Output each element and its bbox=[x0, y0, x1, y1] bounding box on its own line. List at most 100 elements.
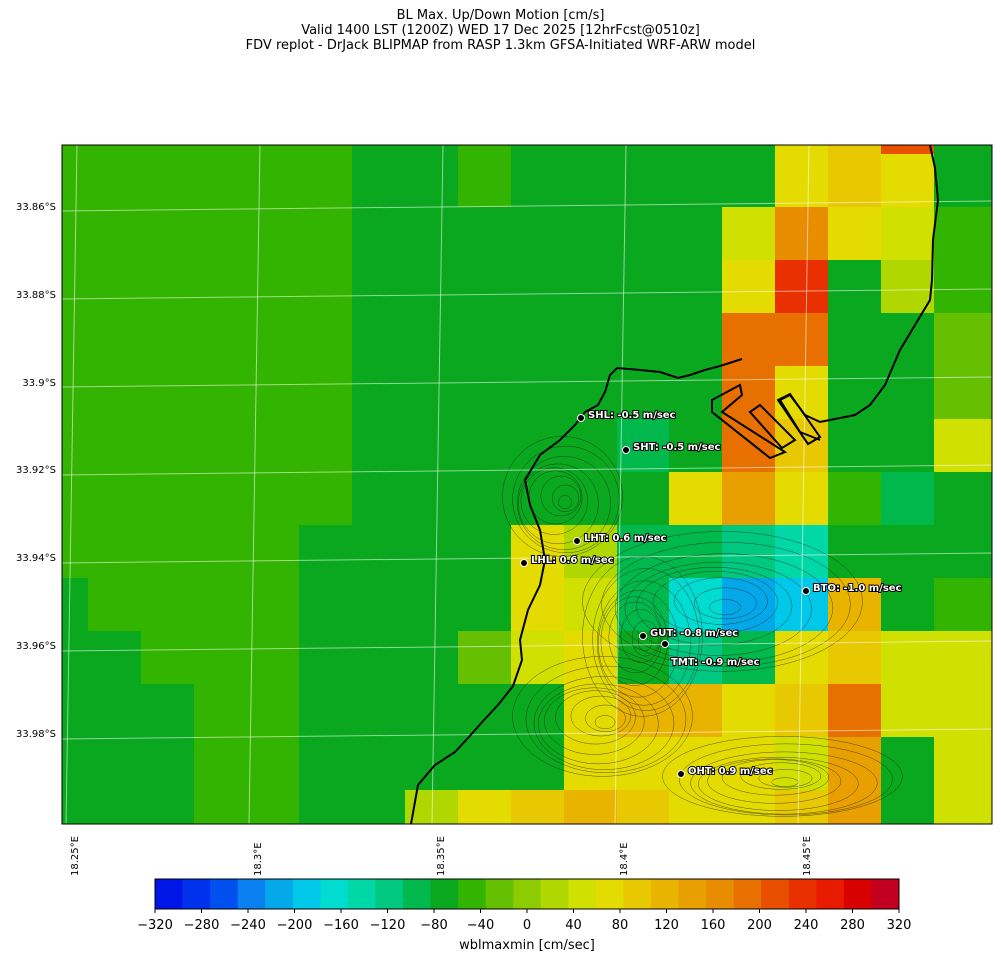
field-cell bbox=[828, 472, 882, 526]
field-cell bbox=[194, 366, 248, 420]
field-cell bbox=[88, 578, 142, 632]
field-cell bbox=[88, 154, 142, 208]
contour-line bbox=[598, 590, 679, 698]
title-line-3: FDV replot - DrJack BLIPMAP from RASP 1.… bbox=[245, 38, 756, 53]
field-cell bbox=[722, 260, 776, 314]
field-cell bbox=[405, 631, 459, 685]
field-cell bbox=[934, 578, 992, 632]
lat-label-6: 33.96°S bbox=[16, 641, 56, 652]
field-cell bbox=[511, 313, 565, 367]
field-cell bbox=[828, 737, 882, 791]
contour-line bbox=[558, 495, 572, 510]
colorbar-cell bbox=[265, 879, 294, 909]
field-cell bbox=[828, 154, 882, 208]
field-cell bbox=[88, 260, 142, 314]
field-cell bbox=[88, 366, 142, 420]
field-cell bbox=[194, 260, 248, 314]
coastline-west bbox=[410, 358, 743, 824]
field-cell bbox=[247, 472, 300, 526]
field-cell bbox=[669, 737, 723, 791]
field-cell bbox=[141, 525, 195, 579]
contour-line bbox=[517, 456, 611, 550]
field-cell bbox=[669, 145, 723, 155]
field-cell bbox=[141, 366, 195, 420]
colorbar-cell bbox=[761, 879, 790, 909]
field-cell bbox=[88, 525, 142, 579]
lat-label-5: 33.94°S bbox=[16, 553, 56, 564]
colorbar-cell bbox=[513, 879, 542, 909]
contour-line bbox=[608, 601, 663, 674]
field-cell bbox=[141, 260, 195, 314]
station-label-tmt: TMT: -0.9 m/sec bbox=[671, 657, 760, 668]
colorbar-cell bbox=[237, 879, 266, 909]
field-cell bbox=[881, 578, 935, 632]
field-cell bbox=[828, 578, 882, 632]
field-cell bbox=[194, 631, 248, 685]
field-cell bbox=[62, 631, 89, 685]
field-cell bbox=[141, 154, 195, 208]
contour-line bbox=[538, 683, 659, 765]
colorbar-title: wblmaxmin [cm/sec] bbox=[459, 938, 595, 953]
latitude-line bbox=[62, 464, 992, 476]
field-cell bbox=[62, 145, 89, 155]
field-cell bbox=[194, 419, 248, 473]
field-cell bbox=[352, 260, 406, 314]
field-cell bbox=[564, 631, 618, 685]
field-cell bbox=[299, 313, 353, 367]
contour-line bbox=[614, 553, 834, 663]
cb-tick-7: −40 bbox=[466, 918, 495, 933]
field-cell bbox=[934, 154, 992, 208]
station-label-gut: GUT: -0.8 m/sec bbox=[650, 628, 738, 639]
contour-line bbox=[592, 568, 700, 711]
field-cell bbox=[194, 472, 248, 526]
field-cell bbox=[564, 313, 618, 367]
field-cell bbox=[299, 525, 353, 579]
contour-line bbox=[555, 690, 636, 745]
field-cell bbox=[247, 313, 300, 367]
field-cell bbox=[88, 145, 142, 155]
field-cell bbox=[352, 145, 406, 155]
field-cell bbox=[247, 207, 300, 261]
field-cell bbox=[458, 578, 512, 632]
field-cell bbox=[828, 207, 882, 261]
field-cell bbox=[881, 631, 935, 685]
field-cell bbox=[299, 154, 353, 208]
contour-line bbox=[694, 587, 757, 620]
field-cell bbox=[88, 207, 142, 261]
station-dot-oht bbox=[677, 770, 685, 778]
contour-line bbox=[570, 695, 632, 737]
field-cell bbox=[141, 737, 195, 791]
field-cell bbox=[299, 366, 353, 420]
field-cell bbox=[458, 631, 512, 685]
field-cell bbox=[722, 578, 776, 632]
field-cell bbox=[511, 145, 565, 155]
field-cell bbox=[458, 313, 512, 367]
contour-line bbox=[594, 715, 616, 730]
colorbar-cell bbox=[485, 879, 514, 909]
colorbar-cell bbox=[651, 879, 679, 909]
contour-line bbox=[631, 620, 660, 657]
field-cell bbox=[458, 260, 512, 314]
field-cell bbox=[775, 260, 829, 314]
contour-line bbox=[624, 561, 812, 656]
field-cell bbox=[62, 684, 89, 738]
contour-line bbox=[673, 577, 768, 625]
field-cell bbox=[352, 207, 406, 261]
field-cell bbox=[775, 472, 829, 526]
field-cell bbox=[247, 578, 300, 632]
field-cell bbox=[775, 684, 829, 738]
field-cell bbox=[141, 145, 195, 155]
colorbar-cell bbox=[182, 879, 211, 909]
contour-line bbox=[707, 758, 842, 804]
field-cell bbox=[299, 419, 353, 473]
field-cell bbox=[881, 684, 935, 738]
field-cell bbox=[352, 419, 406, 473]
colorbar-cells bbox=[155, 879, 900, 909]
field-cell bbox=[62, 313, 89, 367]
cb-tick-0: −320 bbox=[137, 918, 173, 933]
station-label-lht: LHT: 0.6 m/sec bbox=[584, 533, 666, 544]
field-cell bbox=[299, 684, 353, 738]
field-cell bbox=[934, 419, 992, 473]
field-cell bbox=[511, 737, 565, 791]
field-cell bbox=[247, 631, 300, 685]
